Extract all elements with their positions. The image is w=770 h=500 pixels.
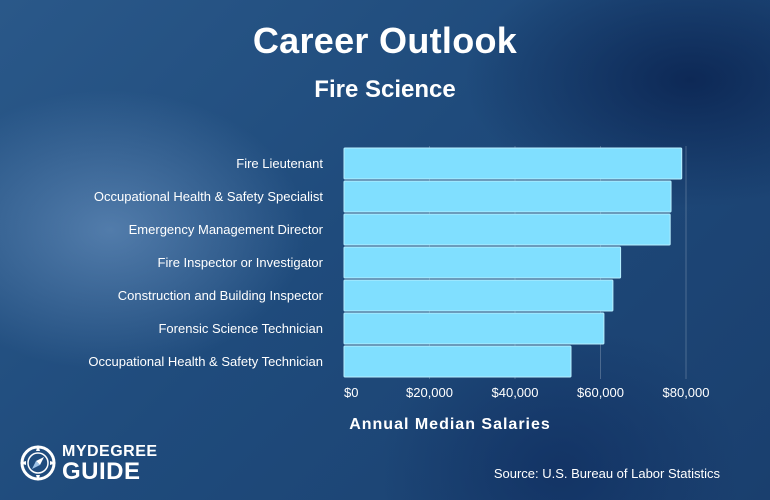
category-label: Construction and Building Inspector <box>118 288 324 303</box>
mydegree-guide-logo: MYDEGREE GUIDE <box>18 441 157 485</box>
x-axis-title: Annual Median Salaries <box>349 416 551 433</box>
page-title: Career Outlook <box>252 20 518 61</box>
category-label: Fire Inspector or Investigator <box>158 255 324 270</box>
bar <box>343 279 614 312</box>
category-label: Fire Lieutenant <box>236 156 323 171</box>
category-label: Forensic Science Technician <box>158 321 323 336</box>
bar <box>343 312 605 345</box>
bar <box>343 147 683 180</box>
x-tick-label: $60,000 <box>577 385 624 400</box>
x-tick-label: $20,000 <box>406 385 453 400</box>
bar <box>343 246 622 279</box>
category-label: Occupational Health & Safety Technician <box>88 354 323 369</box>
logo-text-bottom: GUIDE <box>62 458 141 485</box>
x-tick-label: $80,000 <box>663 385 710 400</box>
page-subtitle: Fire Science <box>314 76 456 103</box>
bar <box>343 180 672 213</box>
x-tick-label: $40,000 <box>492 385 539 400</box>
bar <box>343 213 671 246</box>
logo-text-top: MYDEGREE <box>62 443 158 460</box>
x-tick-label: $0 <box>344 385 358 400</box>
category-label: Emergency Management Director <box>129 222 324 237</box>
source-note: Source: U.S. Bureau of Labor Statistics <box>493 466 720 481</box>
bar <box>343 345 572 378</box>
compass-icon <box>20 445 56 481</box>
category-label: Occupational Health & Safety Specialist <box>94 189 323 204</box>
